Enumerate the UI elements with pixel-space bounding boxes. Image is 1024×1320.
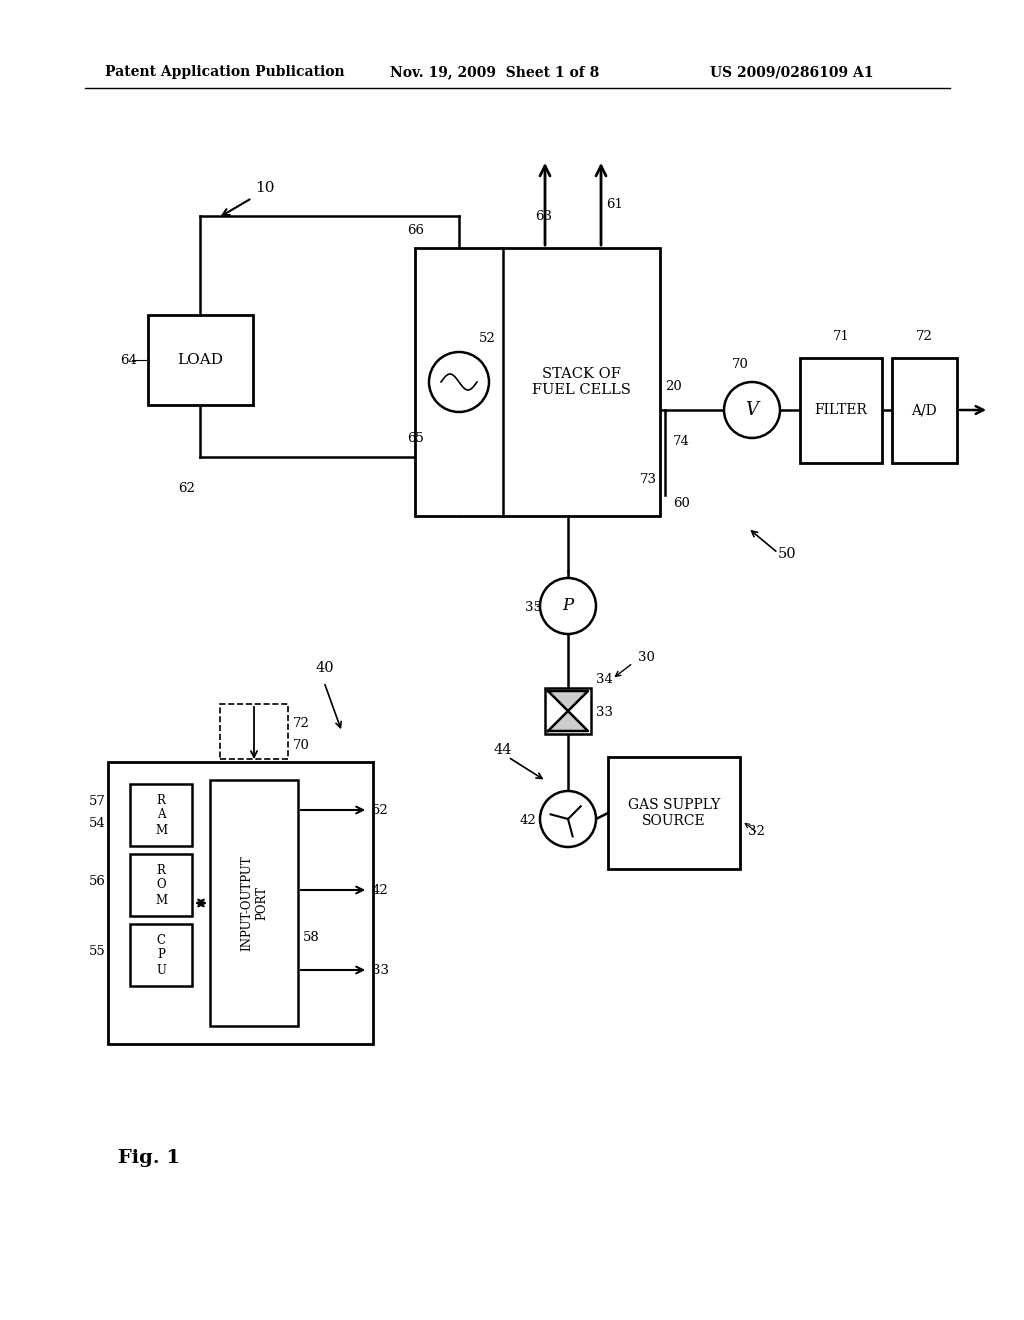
- Text: 34: 34: [596, 673, 613, 686]
- Text: 74: 74: [673, 436, 690, 447]
- Text: 10: 10: [255, 181, 274, 195]
- Text: FILTER: FILTER: [814, 403, 867, 417]
- Text: 65: 65: [407, 432, 424, 445]
- Text: 20: 20: [665, 380, 682, 393]
- Text: Nov. 19, 2009  Sheet 1 of 8: Nov. 19, 2009 Sheet 1 of 8: [390, 65, 599, 79]
- Text: STACK OF
FUEL CELLS: STACK OF FUEL CELLS: [531, 367, 631, 397]
- Text: V: V: [745, 401, 759, 418]
- Circle shape: [540, 791, 596, 847]
- Text: 57: 57: [89, 795, 106, 808]
- Text: C
P
U: C P U: [156, 933, 166, 977]
- Text: 52: 52: [479, 333, 496, 345]
- Text: US 2009/0286109 A1: US 2009/0286109 A1: [710, 65, 873, 79]
- Text: 44: 44: [493, 743, 512, 756]
- Bar: [130, 854, 193, 916]
- Text: 64: 64: [120, 354, 137, 367]
- Circle shape: [540, 578, 596, 634]
- Text: GAS SUPPLY
SOURCE: GAS SUPPLY SOURCE: [628, 797, 720, 828]
- Text: 72: 72: [915, 330, 933, 343]
- Bar: [892, 358, 957, 463]
- Text: 70: 70: [293, 739, 310, 752]
- Text: 60: 60: [673, 498, 690, 510]
- Text: P: P: [562, 598, 573, 615]
- Text: 42: 42: [372, 883, 389, 896]
- Text: 52: 52: [372, 804, 389, 817]
- Polygon shape: [548, 711, 588, 731]
- Bar: [148, 315, 253, 405]
- Text: 73: 73: [640, 473, 657, 486]
- Text: 56: 56: [89, 875, 106, 888]
- Bar: [130, 924, 193, 986]
- Circle shape: [429, 352, 489, 412]
- Text: 66: 66: [407, 224, 424, 238]
- Text: 58: 58: [303, 931, 319, 944]
- Text: 70: 70: [731, 358, 749, 371]
- Bar: [415, 248, 660, 516]
- Text: Patent Application Publication: Patent Application Publication: [105, 65, 345, 79]
- Text: Fig. 1: Fig. 1: [118, 1148, 180, 1167]
- Text: R
A
M: R A M: [155, 793, 167, 837]
- Text: A/D: A/D: [911, 403, 937, 417]
- Text: 72: 72: [293, 717, 310, 730]
- Text: 71: 71: [833, 330, 850, 343]
- Text: 54: 54: [89, 817, 106, 830]
- Text: 42: 42: [520, 814, 537, 828]
- Text: LOAD: LOAD: [177, 352, 223, 367]
- Text: 33: 33: [596, 706, 613, 719]
- Text: 30: 30: [638, 651, 655, 664]
- Bar: [130, 784, 193, 846]
- Text: 55: 55: [89, 945, 106, 958]
- Circle shape: [724, 381, 780, 438]
- Text: 62: 62: [178, 482, 195, 495]
- Text: 35: 35: [525, 601, 542, 614]
- Bar: [220, 704, 288, 759]
- Bar: [545, 688, 591, 734]
- Text: 33: 33: [372, 964, 389, 977]
- Polygon shape: [548, 690, 588, 711]
- Text: 61: 61: [606, 198, 623, 211]
- Text: 40: 40: [316, 661, 335, 675]
- Text: R
O
M: R O M: [155, 863, 167, 907]
- Text: INPUT-OUTPUT
PORT: INPUT-OUTPUT PORT: [240, 855, 268, 950]
- Bar: [108, 762, 373, 1044]
- Text: 63: 63: [535, 210, 552, 223]
- Text: 32: 32: [748, 825, 765, 838]
- Bar: [800, 358, 882, 463]
- Bar: [608, 756, 740, 869]
- Text: 50: 50: [778, 546, 797, 561]
- Bar: [210, 780, 298, 1026]
